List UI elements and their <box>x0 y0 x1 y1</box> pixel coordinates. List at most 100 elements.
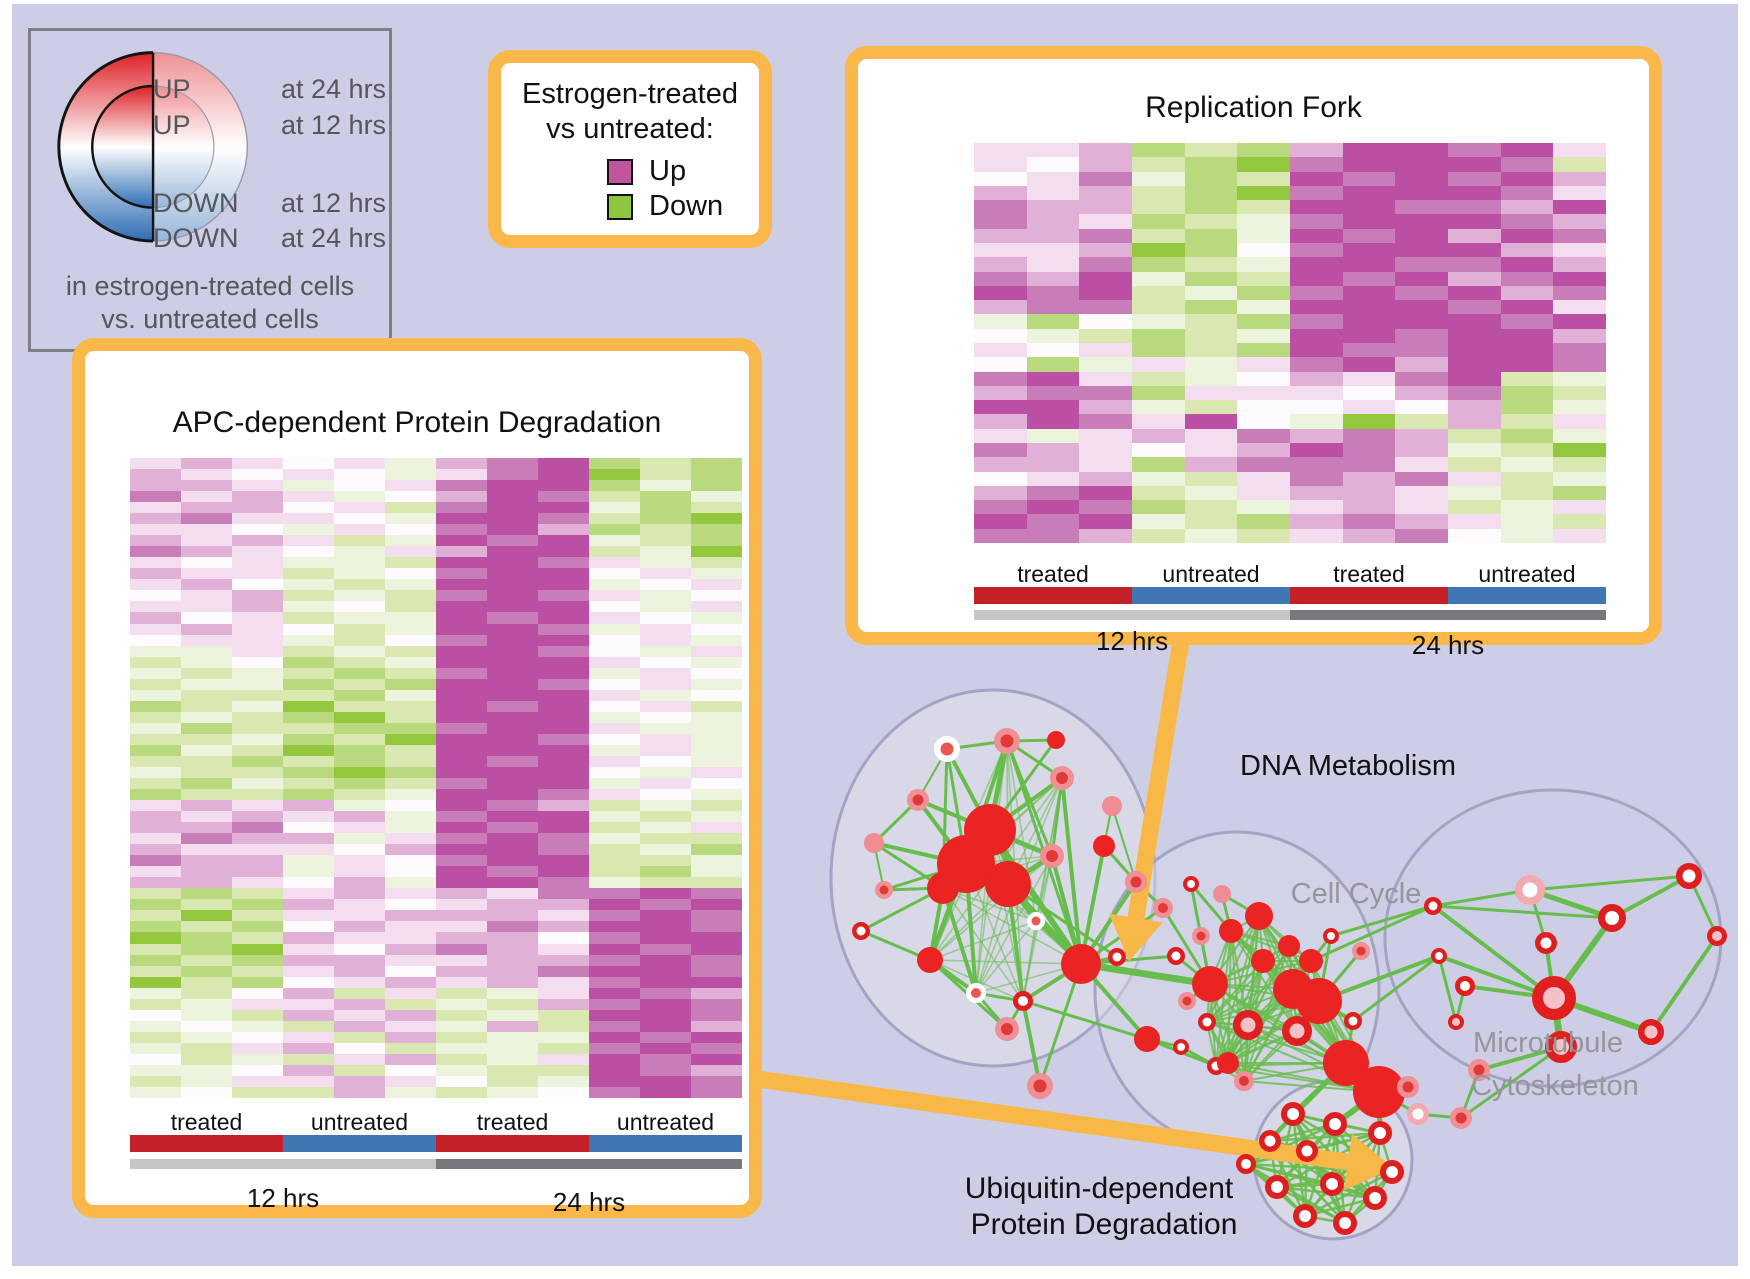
network-node <box>927 872 959 904</box>
untreated-bar <box>1448 587 1606 604</box>
heatmap-cell <box>1079 428 1132 443</box>
heatmap-cell <box>538 899 589 911</box>
heatmap-cell <box>1342 228 1396 243</box>
heatmap-cell <box>1079 200 1132 215</box>
heatmap-cell <box>385 535 436 547</box>
heatmap-cell <box>283 568 334 580</box>
heatmap-cell <box>589 778 640 790</box>
flow-arrow-shaft <box>1127 638 1190 920</box>
heatmap-cell <box>1237 500 1290 515</box>
heatmap-cell <box>1184 271 1238 286</box>
heatmap-cell <box>436 976 487 988</box>
heatmap-cell <box>487 1009 538 1021</box>
heatmap-cell <box>130 789 181 801</box>
heatmap-cell <box>334 1031 385 1043</box>
heatmap-cell <box>1290 357 1343 372</box>
heatmap-cell <box>1237 214 1290 229</box>
heatmap-cell <box>130 1042 181 1054</box>
heatmap-cell <box>974 228 1027 243</box>
heatmap-cell <box>1290 400 1343 415</box>
heatmap-cell <box>1132 357 1185 372</box>
heatmap-cell <box>640 822 691 834</box>
legend-down-12: DOWN <box>153 188 239 218</box>
network-label: Ubiquitin-dependent <box>965 1172 1234 1205</box>
heatmap-cell <box>640 733 691 745</box>
heatmap-cell <box>1184 371 1238 386</box>
heatmap-cell <box>589 667 640 679</box>
heatmap-cell <box>334 987 385 999</box>
heatmap-cell <box>487 1064 538 1076</box>
heatmap-cell <box>487 789 538 801</box>
heatmap-cell <box>130 1086 181 1098</box>
heatmap-cell <box>1395 242 1448 258</box>
heatmap-cell <box>1342 528 1396 543</box>
network-node <box>1296 978 1342 1024</box>
heatmap-cell <box>589 998 640 1010</box>
heatmap-cell <box>181 623 232 635</box>
heatmap-cell <box>1448 200 1501 215</box>
heatmap-cell <box>691 811 742 823</box>
heatmap-cell <box>538 678 589 690</box>
network-edge <box>1245 1162 1376 1200</box>
heatmap-cell <box>487 811 538 823</box>
heatmap-cell <box>1500 385 1554 401</box>
network-edge <box>942 887 1024 1002</box>
heatmap-cell <box>974 185 1027 201</box>
heatmap-cell <box>334 535 385 547</box>
heatmap-cell <box>1448 171 1501 186</box>
heatmap-cell <box>334 766 385 778</box>
heatmap-cell <box>691 932 742 944</box>
heatmap-cell <box>130 910 181 922</box>
heatmap-cell <box>974 371 1027 386</box>
heatmap-cell <box>436 954 487 966</box>
heatmap-cell <box>436 557 487 569</box>
heatmap-cell <box>640 998 691 1010</box>
heatmap-cell <box>1132 400 1185 415</box>
heatmap-cell <box>1184 514 1238 529</box>
network-node <box>1178 992 1196 1010</box>
heatmap-cell <box>640 634 691 646</box>
heatmap-cell <box>691 987 742 999</box>
heatmap-cell <box>1237 171 1290 186</box>
heatmap-cell <box>1342 314 1396 329</box>
heatmap-cell <box>1237 471 1290 486</box>
heatmap-cell <box>385 1009 436 1021</box>
heatmap-cell <box>232 568 283 580</box>
bar-24hrs <box>1290 610 1606 620</box>
time-label: 24 hrs <box>552 1187 626 1217</box>
heatmap-cell <box>385 623 436 635</box>
time-label: 24 hrs <box>1411 630 1485 660</box>
heatmap-cell <box>691 667 742 679</box>
heatmap-cell <box>283 535 334 547</box>
heatmap-cell <box>181 855 232 867</box>
heatmap-cell <box>691 855 742 867</box>
heatmap-cell <box>1026 200 1080 215</box>
heatmap-cell <box>385 546 436 558</box>
heatmap-cell <box>1026 471 1080 486</box>
heatmap-cell <box>691 535 742 547</box>
heatmap-cell <box>436 590 487 602</box>
heatmap-cell <box>640 877 691 889</box>
heatmap-cell <box>1079 485 1132 501</box>
heatmap-cell <box>691 954 742 966</box>
heatmap-cell <box>640 899 691 911</box>
heatmap-cell <box>691 1053 742 1065</box>
heatmap-cell <box>538 932 589 944</box>
heatmap-cell <box>130 579 181 591</box>
heatmap-cell <box>1448 414 1501 429</box>
network-node <box>985 861 1031 907</box>
heatmap-cell <box>1237 271 1290 286</box>
heatmap-cell <box>232 1053 283 1065</box>
heatmap-cell <box>538 1053 589 1065</box>
heatmap-cell <box>589 700 640 712</box>
heatmap-cell <box>487 976 538 988</box>
heatmap-cell <box>1448 157 1501 172</box>
heatmap-cell <box>385 987 436 999</box>
heatmap-cell <box>1395 257 1448 272</box>
heatmap-cell <box>640 844 691 856</box>
heatmap-cell <box>1184 300 1238 315</box>
heatmap-cell <box>334 656 385 668</box>
heatmap-cell <box>436 601 487 613</box>
heatmap-cell <box>334 491 385 503</box>
heatmap-cell <box>181 811 232 823</box>
